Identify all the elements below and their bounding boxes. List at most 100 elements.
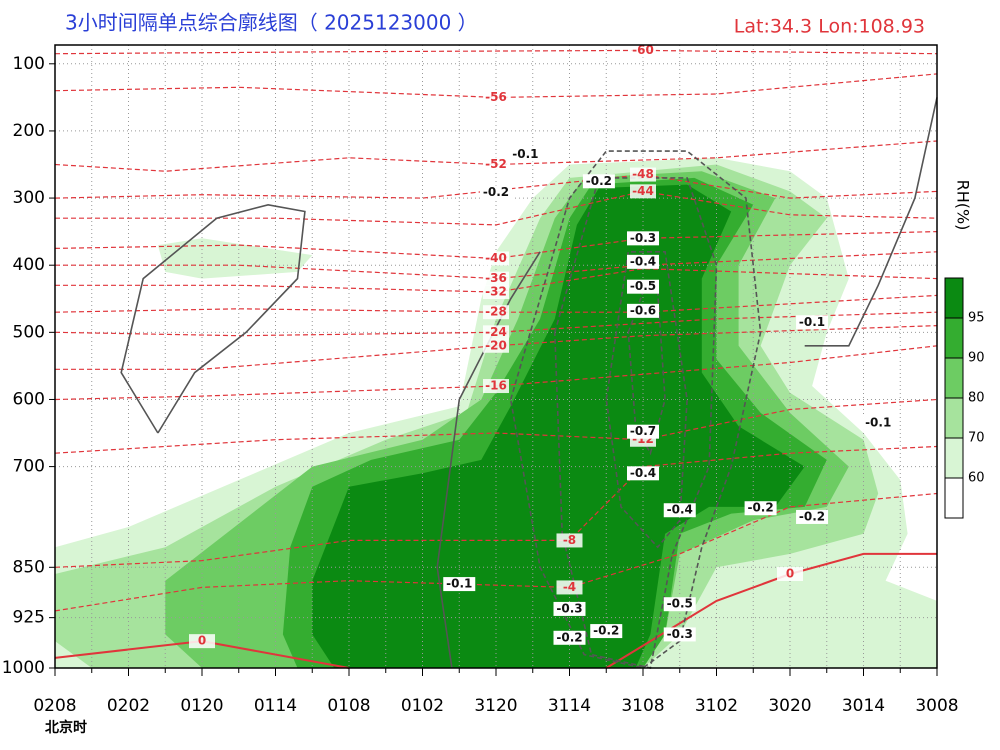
omega-label-bg [744,501,777,516]
rh-region [312,184,805,668]
x-tick-label: 3114 [548,696,591,716]
colorbar-label: RH(%) [954,180,973,231]
y-tick-label: 200 [13,121,45,141]
colorbar-box [944,437,964,479]
temperature-contour [54,49,938,55]
omega-label: -0.2 [799,509,825,523]
omega-contour [509,150,762,669]
omega-label: -0.1 [799,315,825,329]
omega-contour [804,97,938,347]
temperature-contour [55,190,938,226]
omega-contour [436,251,541,669]
chart-title: 3小时间隔单点综合廓线图（ 2025123000 ） [65,11,478,35]
temperature-label: -48 [632,167,654,181]
temperature-label-bg [483,90,509,105]
temperature-label-bg [630,184,656,199]
temperature-label-bg [483,271,509,286]
temperature-label: -24 [485,325,507,339]
temperature-label: -56 [485,90,507,104]
omega-label-bg [796,315,829,330]
temperature-label: -44 [632,184,654,198]
omega-label-bg [627,279,659,294]
temperature-label: -4 [563,580,576,594]
temperature-label: -28 [485,305,507,319]
omega-label: -0.2 [593,624,619,638]
x-tick-label: 3102 [695,696,738,716]
omega-contour [120,203,306,434]
temperature-label-bg [483,157,509,172]
rh-region [157,238,313,279]
omega-label-bg [627,231,659,246]
y-tick-label: 400 [13,255,45,275]
colorbar-box [944,477,964,519]
temperature-label: -36 [485,271,507,285]
omega-label: -0.3 [630,231,656,245]
colorbar-box [944,357,964,399]
temperature-label-bg [777,567,803,582]
omega-label-bg [796,509,829,524]
temperature-label-bg [556,533,583,548]
y-tick-label: 600 [13,389,45,409]
omega-label: -0.1 [446,577,472,591]
y-tick-label: 300 [13,188,45,208]
temperature-label: -8 [563,533,576,547]
x-axis-label: 北京时 [45,719,87,736]
omega-label-bg [627,424,659,439]
temperature-label-bg [483,379,509,394]
omega-label-bg [663,597,696,612]
x-tick-label: 0102 [401,696,444,716]
temperature-label-bg [483,251,509,266]
omega-label-bg [627,303,659,318]
temperature-label-bg [483,285,509,300]
omega-label-bg [582,174,615,189]
temperature-label-bg [630,43,656,58]
y-tick-label: 925 [13,608,45,628]
y-tick-label: 1000 [2,658,45,678]
temperature-label: -52 [485,157,507,171]
temperature-label: 0 [786,567,794,581]
omega-label-bg [627,466,659,481]
x-tick-label: 3008 [915,696,958,716]
temperature-label-bg [630,167,656,182]
colorbar-tick-label: 70 [968,431,985,446]
y-tick-label: 500 [13,322,45,342]
temperature-label-bg [189,634,215,649]
omega-label: -0.2 [586,174,612,188]
omega-label: -0.2 [747,501,773,515]
omega-label-bg [590,624,623,639]
temperature-label-bg [483,338,509,353]
temperature-label-bg [556,580,583,595]
y-tick-label: 700 [13,457,45,477]
temperature-label-bg [483,305,509,320]
colorbar-tick-label: 60 [968,471,985,486]
temperature-label: -40 [485,251,507,265]
colorbar-box [944,317,964,359]
x-tick-label: 0120 [180,696,223,716]
temperature-contour [54,140,938,172]
temperature-label: -20 [485,338,507,352]
colorbar-tick-label: 80 [968,391,985,406]
x-tick-label: 3120 [474,696,517,716]
omega-label: -0.3 [556,601,582,615]
omega-label: -0.6 [630,303,656,317]
omega-label: -0.1 [865,415,891,429]
temperature-label: -16 [485,379,507,393]
location: Lat:34.3 Lon:108.93 [734,16,925,38]
colorbar-box [944,277,964,319]
temperature-label: -60 [632,43,654,57]
x-tick-label: 0202 [107,696,150,716]
temperature-contour [54,398,938,454]
omega-label-bg [553,630,586,645]
x-tick-label: 0208 [33,696,76,716]
omega-label-bg [862,415,895,430]
x-tick-label: 0108 [327,696,370,716]
omega-label-bg [509,147,542,162]
colorbar-tick-label: 90 [968,351,985,366]
omega-label-bg [443,577,476,592]
omega-label-bg [480,185,512,200]
omega-label: -0.2 [556,630,582,644]
omega-label: -0.5 [667,597,693,611]
temperature-label-bg [483,325,509,340]
